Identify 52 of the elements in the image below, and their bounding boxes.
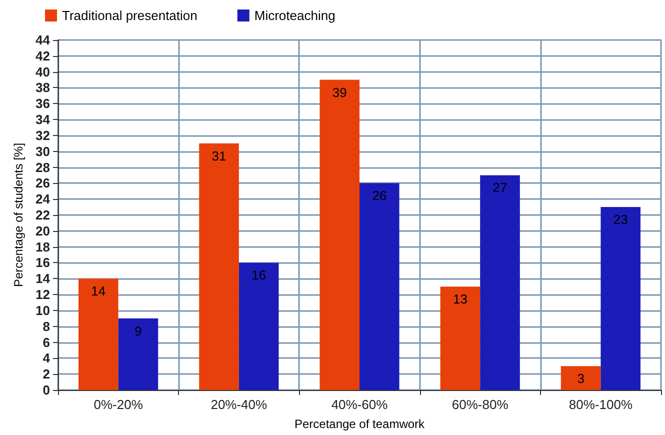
bar xyxy=(78,278,118,390)
bar xyxy=(480,175,520,390)
y-tick-label: 20 xyxy=(36,223,50,238)
bar xyxy=(320,80,360,390)
data-label: 27 xyxy=(492,180,508,196)
x-axis-title: Percetange of teamwork xyxy=(294,417,426,431)
y-tick-label: 2 xyxy=(42,366,50,382)
y-tick-label: 14 xyxy=(36,271,51,286)
data-label: 14 xyxy=(91,284,106,299)
bar xyxy=(560,366,601,390)
data-label: 31 xyxy=(212,148,226,164)
data-label: 13 xyxy=(452,292,468,307)
x-tick-label: 0%-20% xyxy=(94,397,144,412)
y-tick-label: 12 xyxy=(36,287,50,302)
bar xyxy=(118,318,158,390)
y-tick-label: 30 xyxy=(36,144,50,159)
y-axis-title: Percentage of students [%] xyxy=(12,142,26,288)
x-tick-label: 60%-80% xyxy=(452,397,509,412)
x-tick-label: 80%-100% xyxy=(568,397,633,412)
y-tick-label: 38 xyxy=(36,80,50,96)
x-tick-label: 40%-60% xyxy=(331,397,388,412)
data-label: 23 xyxy=(613,212,628,228)
legend-label: Traditional presentation xyxy=(62,8,198,23)
y-tick-label: 24 xyxy=(36,192,51,207)
y-tick-label: 22 xyxy=(36,208,50,222)
data-label: 16 xyxy=(252,268,266,283)
bar xyxy=(199,143,239,390)
y-tick-label: 16 xyxy=(36,255,50,270)
bar xyxy=(600,207,640,390)
y-tick-label: 42 xyxy=(36,48,50,64)
y-tick-label: 8 xyxy=(42,318,50,334)
bar xyxy=(360,183,400,390)
y-tick-label: 28 xyxy=(36,160,50,175)
y-tick-label: 40 xyxy=(36,64,50,80)
y-tick-label: 32 xyxy=(36,128,50,143)
y-tick-label: 34 xyxy=(36,112,51,128)
y-tick-label: 26 xyxy=(36,176,50,191)
x-tick-label: 20%-40% xyxy=(210,397,268,412)
legend-label: Microteaching xyxy=(254,8,336,23)
bar xyxy=(440,286,480,390)
data-label: 9 xyxy=(134,323,142,338)
y-tick-label: 0 xyxy=(42,382,50,398)
y-tick-label: 36 xyxy=(36,96,50,112)
data-label: 26 xyxy=(372,188,387,204)
data-label: 39 xyxy=(332,84,347,100)
data-label: 3 xyxy=(577,371,584,386)
y-tick-label: 44 xyxy=(36,32,51,48)
y-tick-label: 6 xyxy=(42,334,50,350)
bar xyxy=(238,262,279,390)
y-tick-label: 18 xyxy=(36,239,50,254)
y-tick-label: 4 xyxy=(42,350,51,366)
y-tick-label: 10 xyxy=(36,302,50,318)
